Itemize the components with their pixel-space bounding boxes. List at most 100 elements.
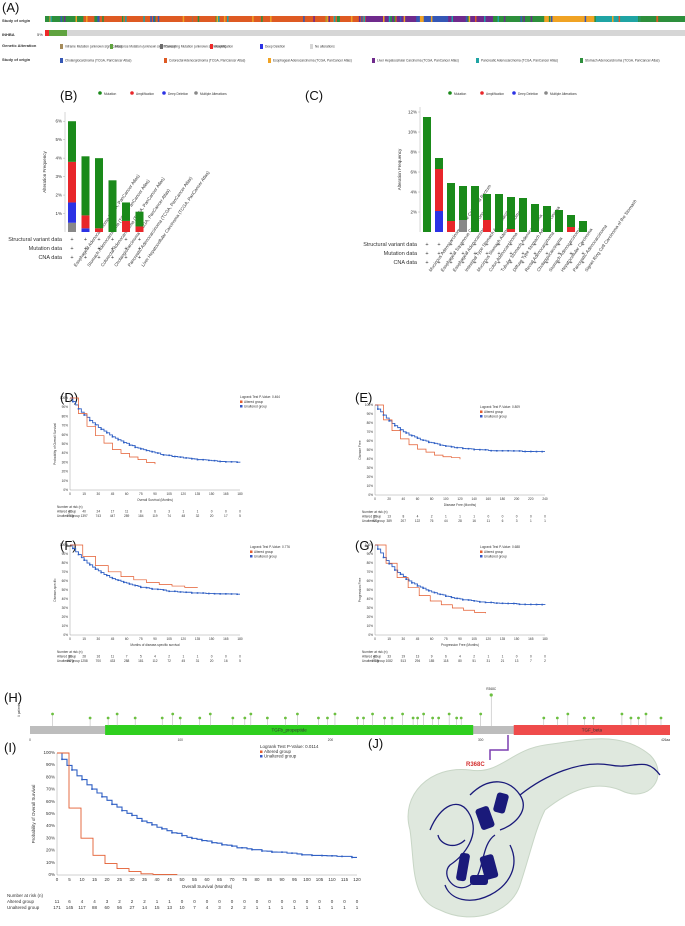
bar-segment [423,117,431,232]
risk-value: 0 [181,899,184,904]
x-tick-label: 135 [500,637,506,641]
data-row-marker: + [521,260,524,266]
y-tick-label: 12% [408,110,417,115]
survival-d: 100%90%80%70%60%50%40%30%20%10%0%0 15 30 45… [53,395,280,518]
study-track-tick [520,16,523,22]
x-tick-label: 60 [430,637,434,641]
censor-mark [428,590,430,592]
data-row-marker: + [437,242,440,248]
y-tick-label: 6% [410,170,417,175]
data-row-marker: + [97,255,100,261]
legend-altered: Altered group [244,400,263,404]
risk-value: 0 [530,655,532,659]
data-row-marker: + [84,246,87,252]
study-track-tick [497,16,500,22]
data-row-marker: + [509,242,512,248]
study-track-tick [430,16,433,22]
censor-mark [181,834,183,837]
x-tick-label: 105 [167,492,173,496]
mutation-head [637,716,640,720]
censor-mark [162,454,165,456]
censor-mark [131,814,133,817]
mutation-head [591,716,595,720]
x-axis-label: Overall Survival (Months) [182,884,233,889]
risk-value: 1082 [386,659,393,663]
x-tick-label: 120 [181,637,187,641]
censor-mark [111,577,114,580]
censor-mark [157,452,159,454]
study-track-tick [337,16,339,22]
risk-value: 0 [239,655,241,659]
censor-mark [185,457,187,459]
x-tick-label: 45 [111,637,115,641]
x-tick-label: 150 [209,637,215,641]
censor-mark [271,851,273,853]
censor-mark [236,461,238,464]
study-track-tick [395,16,397,22]
censor-mark [179,591,182,593]
y-axis-label: Disease Free [358,440,362,459]
bar-segment [459,186,467,220]
study-track-tick [422,16,424,22]
y-tick-label: 40% [367,457,374,461]
x-axis-label: Months of disease-specific survival [130,643,180,647]
oncoprint-tracks [45,16,685,36]
risk-value: 2 [544,659,546,663]
legend-label: Mutation [454,92,466,96]
y-tick-label: 20% [367,475,374,479]
censor-mark [456,446,458,449]
data-row-marker: + [533,242,536,248]
y-tick-label: 30% [46,835,55,840]
censor-mark [405,578,407,581]
risk-value: 20 [373,515,377,519]
bar-segment [567,227,575,232]
censor-mark [208,592,210,595]
lollipop-ylabel: # patients [17,703,21,717]
x-tick-label: 140 [472,497,478,501]
study-track-tick [503,16,506,22]
y-tick-label: 80% [46,774,55,779]
x-tick-label: 10 [79,877,85,882]
data-row-marker: + [70,255,73,261]
data-row-marker: + [84,237,87,243]
x-tick-label: 105 [167,637,173,641]
y-tick-label: 2% [410,210,417,215]
risk-value: 513 [401,659,407,663]
censor-mark [123,581,125,584]
study-track-segment [83,16,200,22]
survival-g: 100%90%80%70%60%50%40%30%20%10%0%0 15 30 45… [358,543,548,663]
x-tick-label: 15 [92,877,98,882]
risk-value: 1 [318,905,321,910]
data-row-marker: + [138,255,141,261]
x-tick-label: 180 [237,492,243,496]
censor-mark [351,856,353,859]
mutation-head [317,716,320,720]
censor-mark [81,778,83,781]
mutation-head [659,716,663,720]
risk-value: 20 [210,514,214,518]
study-track-tick [656,16,658,22]
study-track-tick [98,16,100,22]
data-row-label: Structural variant data [363,242,418,248]
risk-value: 14 [142,905,148,910]
risk-value: 27 [129,905,135,910]
censor-mark [117,438,119,441]
censor-mark [467,447,470,450]
logrank-pvalue: Logrank Test P-Value: 0.776 [250,545,290,549]
risk-value: 21 [501,659,505,663]
x-tick-label: 105 [316,877,324,882]
x-tick-label: 40 [402,497,406,501]
censor-mark [202,592,204,594]
censor-mark [445,595,447,597]
legend-unaltered: Unaltered group [254,555,277,559]
logrank-pvalue: Logrank Test P-Value: 0.809 [480,405,520,409]
study-track-tick [548,16,551,22]
unaltered-curve [375,404,545,453]
censor-mark [121,809,123,812]
data-row-marker: + [449,251,452,257]
censor-mark [433,442,436,445]
legend-swatch-altered [240,400,243,403]
study-track-tick [303,16,305,22]
data-row-marker: + [485,242,488,248]
study-track-tick [468,16,471,22]
